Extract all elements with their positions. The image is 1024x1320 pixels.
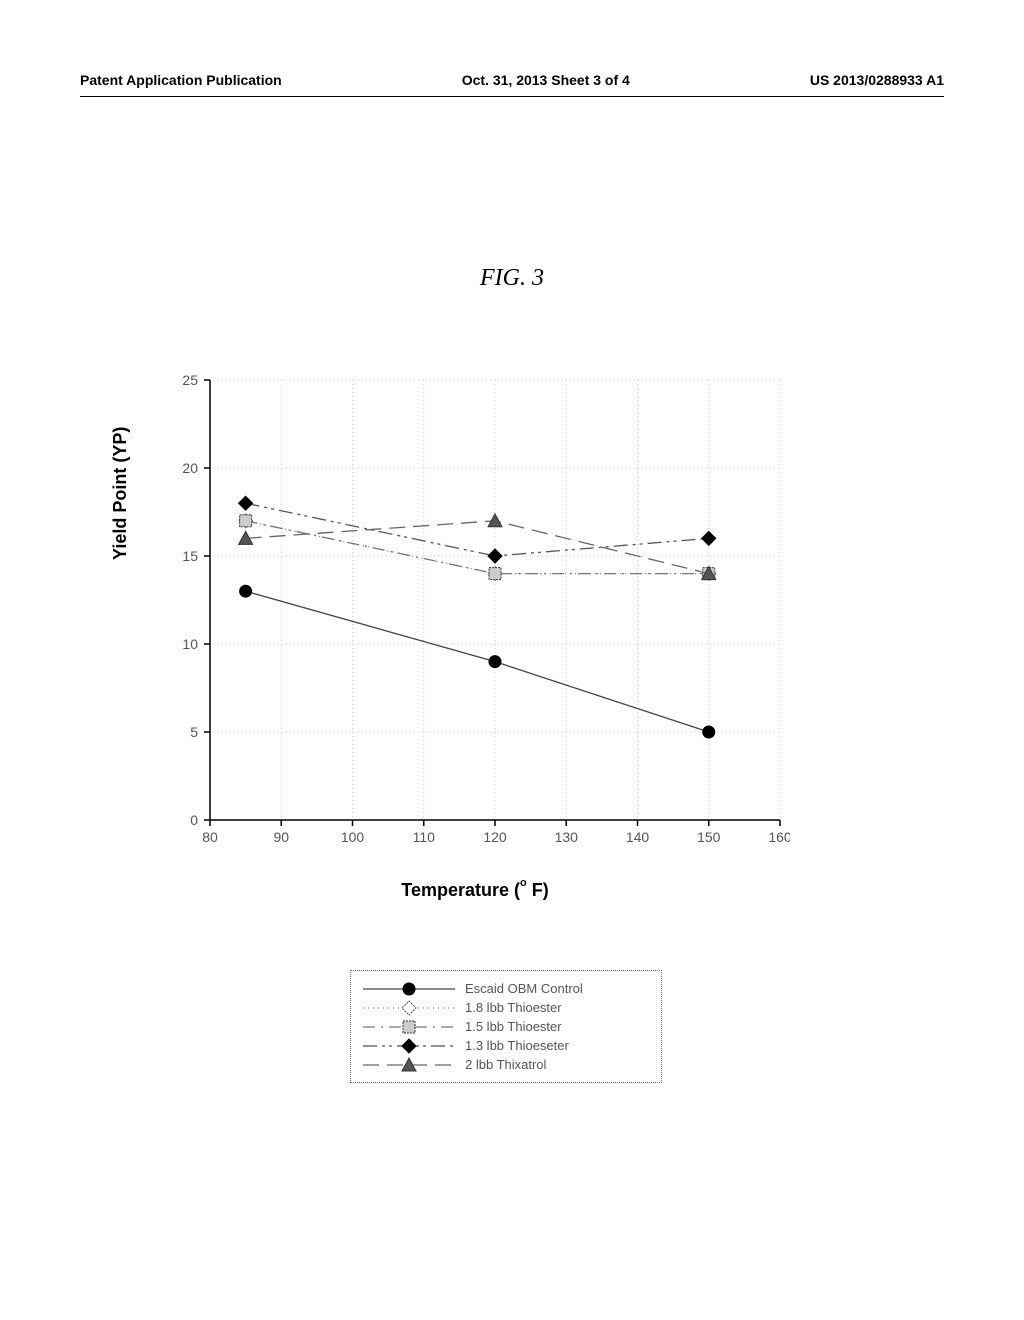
svg-text:0: 0 <box>190 812 198 828</box>
x-axis-label: Temperature (o F) <box>160 880 790 901</box>
legend-row: 1.5 lbb Thioester <box>361 1017 651 1036</box>
svg-text:25: 25 <box>182 372 198 388</box>
chart-legend: Escaid OBM Control 1.8 lbb Thioester 1.5 l… <box>350 970 662 1083</box>
legend-swatch <box>361 1037 457 1055</box>
legend-swatch <box>361 999 457 1017</box>
x-axis-label-text: Temperature (o F) <box>401 880 548 900</box>
svg-text:80: 80 <box>202 829 218 845</box>
header-rule <box>80 96 944 97</box>
legend-label: 1.5 lbb Thioester <box>465 1019 562 1034</box>
header-right: US 2013/0288933 A1 <box>810 72 944 88</box>
svg-text:15: 15 <box>182 548 198 564</box>
legend-label: 2 lbb Thixatrol <box>465 1057 546 1072</box>
legend-row: 2 lbb Thixatrol <box>361 1055 651 1074</box>
svg-text:160: 160 <box>768 829 790 845</box>
legend-swatch <box>361 980 457 998</box>
y-axis-label: Yield Point (YP) <box>110 427 131 560</box>
legend-row: Escaid OBM Control <box>361 979 651 998</box>
header-left: Patent Application Publication <box>80 72 282 88</box>
svg-text:150: 150 <box>697 829 721 845</box>
svg-text:110: 110 <box>413 829 436 845</box>
svg-text:20: 20 <box>182 460 198 476</box>
legend-swatch <box>361 1018 457 1036</box>
legend-swatch <box>361 1056 457 1074</box>
legend-row: 1.3 lbb Thioeseter <box>361 1036 651 1055</box>
legend-label: 1.3 lbb Thioeseter <box>465 1038 569 1053</box>
legend-label: Escaid OBM Control <box>465 981 583 996</box>
svg-text:5: 5 <box>190 724 198 740</box>
figure-label: FIG. 3 <box>0 265 1024 292</box>
legend-row: 1.8 lbb Thioester <box>361 998 651 1017</box>
svg-text:120: 120 <box>483 829 507 845</box>
svg-text:90: 90 <box>273 829 289 845</box>
svg-text:130: 130 <box>555 829 579 845</box>
yield-point-chart: 05101520258090100110120130140150160 <box>160 370 790 840</box>
svg-text:100: 100 <box>341 829 365 845</box>
svg-text:10: 10 <box>182 636 198 652</box>
legend-label: 1.8 lbb Thioester <box>465 1000 562 1015</box>
svg-text:140: 140 <box>626 829 650 845</box>
page-header: Patent Application Publication Oct. 31, … <box>0 72 1024 88</box>
header-center: Oct. 31, 2013 Sheet 3 of 4 <box>462 72 630 88</box>
